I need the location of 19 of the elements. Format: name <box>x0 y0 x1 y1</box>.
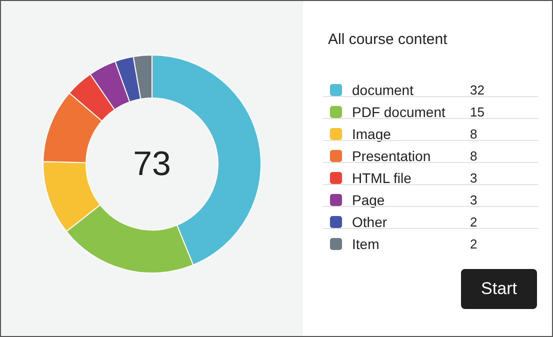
data-label: 8 <box>470 148 478 164</box>
legend-label: document <box>352 82 414 98</box>
legend-label: Presentation <box>352 148 431 164</box>
legend-label: Other <box>352 214 388 230</box>
start-button: Start <box>461 269 537 309</box>
data-label: 3 <box>470 170 478 186</box>
data-label: 15 <box>470 104 484 120</box>
data-label: 2 <box>470 236 478 252</box>
text: 73 <box>133 145 171 183</box>
legend-label: PDF document <box>352 104 446 120</box>
legend-label: HTML file <box>352 170 412 186</box>
legend-label: Image <box>352 126 392 142</box>
data-label: 3 <box>470 192 478 208</box>
data-label: 32 <box>470 82 484 98</box>
legend-label: Page <box>352 192 385 208</box>
chart-title: All course content <box>328 31 448 48</box>
legend-label: Item <box>352 236 380 252</box>
data-label: 2 <box>470 214 478 230</box>
data-label: 8 <box>470 126 478 142</box>
